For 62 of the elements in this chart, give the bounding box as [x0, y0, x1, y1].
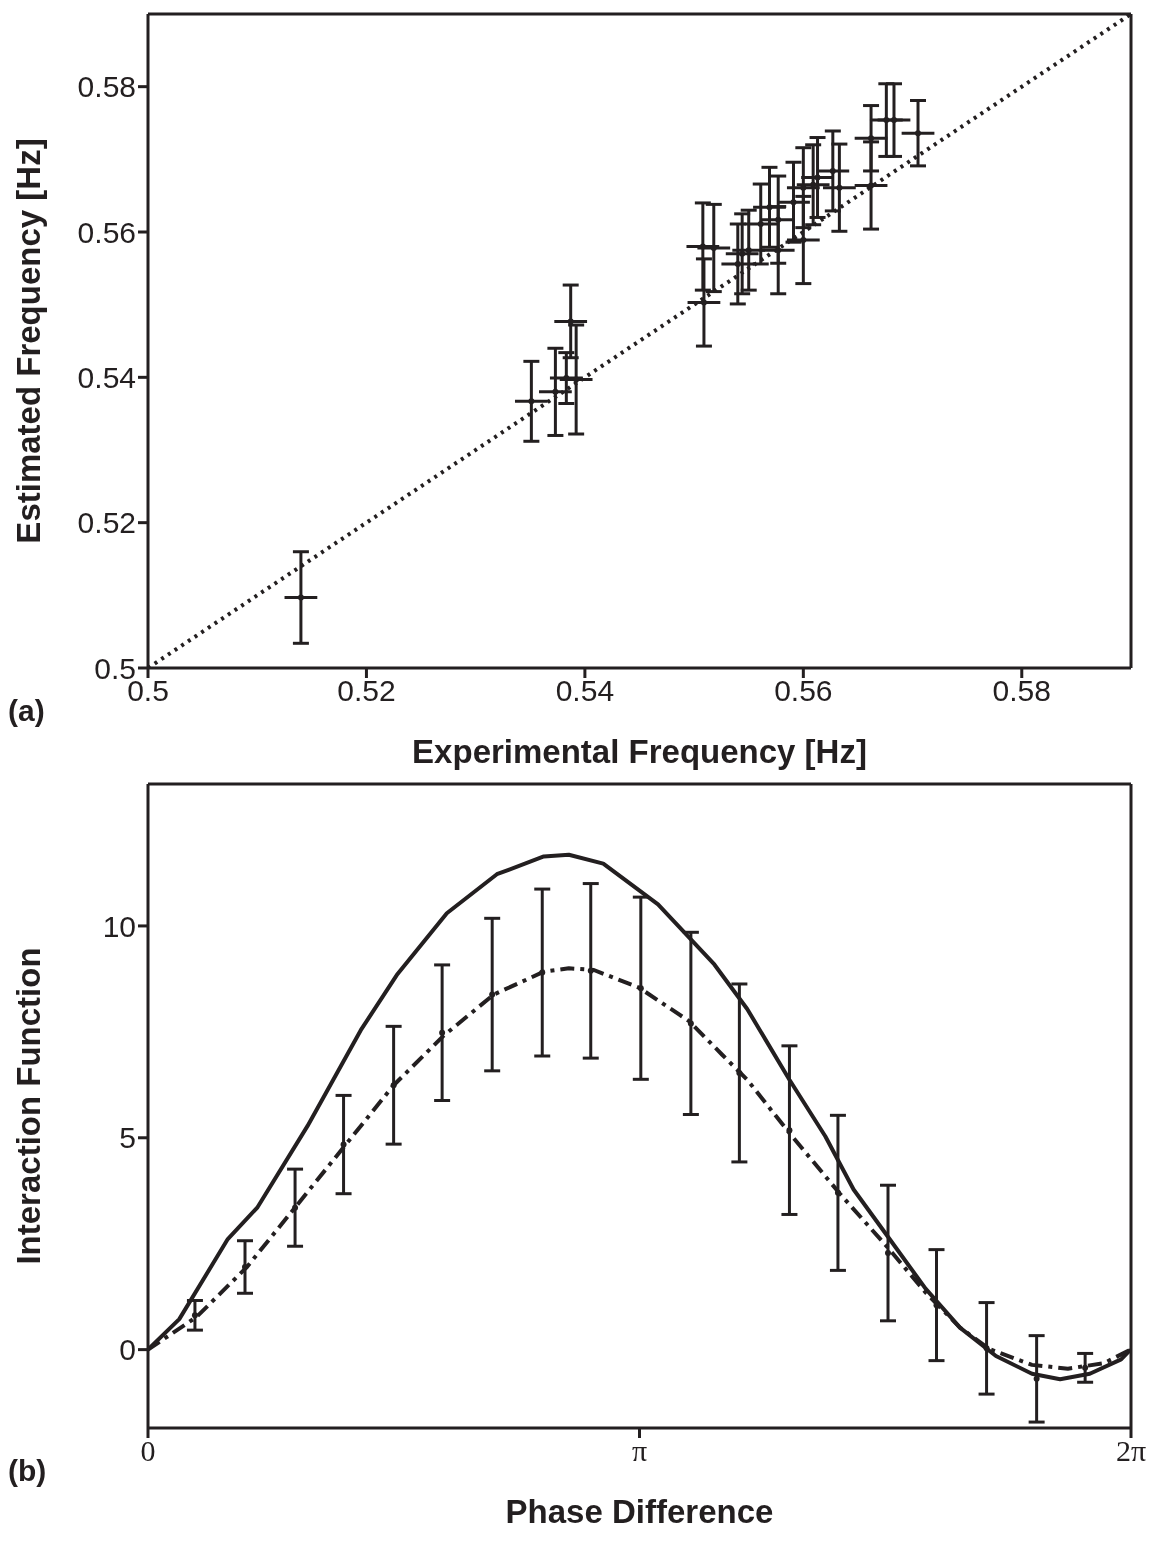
point: [292, 1204, 299, 1211]
y-tick-label: 5: [119, 1121, 136, 1155]
point: [766, 204, 773, 211]
point: [790, 199, 797, 206]
point: [297, 594, 304, 601]
point: [829, 167, 836, 174]
point: [739, 250, 746, 257]
point: [489, 991, 496, 998]
y-tick-label: 0.58: [77, 70, 136, 104]
y-tick-label: 0.56: [77, 215, 136, 249]
point: [836, 184, 843, 191]
point: [528, 398, 535, 405]
point: [573, 376, 580, 383]
point: [687, 1020, 694, 1027]
y-tick-label: 0: [119, 1333, 136, 1367]
y-tick-label: 10: [102, 909, 136, 943]
point: [775, 247, 782, 254]
x-tick-label: 0.58: [992, 674, 1051, 708]
y-tick-label: 0.54: [77, 360, 136, 394]
point: [567, 318, 574, 325]
y-tick-label: 0.52: [77, 506, 136, 540]
y-axis-title: Interaction Function: [9, 947, 47, 1265]
point: [552, 388, 559, 395]
point: [637, 985, 644, 992]
point: [800, 236, 807, 243]
point: [439, 1029, 446, 1036]
x-tick-label: 0.52: [337, 674, 396, 708]
point: [810, 181, 817, 188]
x-axis-title: Phase Difference: [505, 1493, 774, 1530]
point: [983, 1345, 990, 1352]
point: [814, 174, 821, 181]
point: [786, 1127, 793, 1134]
point: [736, 1069, 743, 1076]
point: [699, 243, 706, 250]
point: [745, 247, 752, 254]
point: [734, 260, 741, 267]
point: [587, 967, 594, 974]
point: [890, 117, 897, 124]
text: (b): [8, 1454, 47, 1488]
point: [868, 135, 875, 142]
point: [1082, 1364, 1089, 1371]
y-axis-title: Estimated Frequency [Hz]: [9, 138, 47, 544]
x-tick-label: 2π: [1115, 1434, 1147, 1468]
x-tick-label: 0.54: [555, 674, 615, 708]
x-tick-label: 0.56: [774, 674, 833, 708]
point: [775, 216, 782, 223]
point: [868, 182, 875, 189]
point: [885, 1250, 892, 1257]
point: [539, 969, 546, 976]
point: [390, 1082, 397, 1089]
point: [834, 1189, 841, 1196]
point: [915, 130, 922, 137]
point: [191, 1312, 198, 1319]
point: [700, 299, 707, 306]
point: [340, 1141, 347, 1148]
text: (a): [8, 694, 45, 728]
point: [1033, 1375, 1040, 1382]
x-axis-title: Experimental Frequency [Hz]: [412, 733, 867, 770]
x-tick-label: π: [631, 1434, 648, 1468]
point: [757, 221, 764, 228]
point: [883, 117, 890, 124]
point: [242, 1264, 248, 1270]
